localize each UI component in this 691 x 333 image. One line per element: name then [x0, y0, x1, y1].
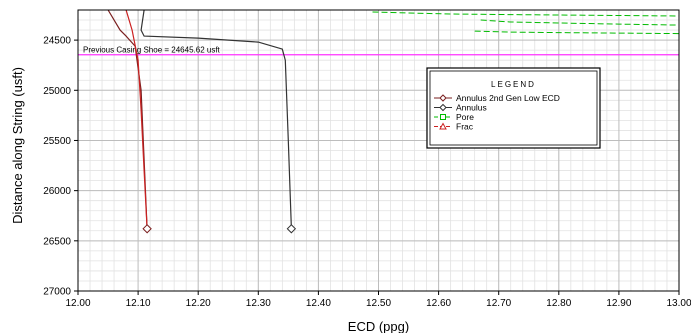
- x-tick-label: 12.70: [486, 298, 511, 309]
- x-tick-label: 12.00: [65, 298, 90, 309]
- series-line-pore: [474, 30, 680, 35]
- y-tick-label: 26500: [43, 236, 71, 247]
- series-line-pore: [480, 19, 680, 26]
- x-tick-label: 12.40: [306, 298, 331, 309]
- series-line-pore: [372, 11, 680, 17]
- legend-entry-label: Frac: [456, 122, 474, 132]
- x-tick-label: 13.00: [666, 298, 691, 309]
- legend-title: LEGEND: [491, 80, 536, 89]
- series-line-annulus: [140, 9, 292, 229]
- end-marker-annulus-2nd-gen-low-ecd: [142, 224, 152, 234]
- legend-marker-diamond: [439, 103, 447, 112]
- legend-entry-label: Pore: [456, 112, 474, 122]
- y-tick-label: 25000: [43, 86, 71, 97]
- casing-shoe-label: Previous Casing Shoe = 24645.62 usft: [83, 46, 221, 55]
- y-tick-label: 27000: [43, 287, 71, 298]
- x-tick-label: 12.60: [426, 298, 451, 309]
- legend-entry-label: Annulus 2nd Gen Low ECD: [456, 93, 560, 103]
- legend-marker-diamond: [439, 94, 447, 102]
- y-axis-title: Distance along String (usft): [10, 67, 25, 224]
- series-layer: [107, 9, 680, 234]
- series-line-annulus-2nd-gen-low-ecd: [107, 9, 148, 229]
- x-tick-label: 12.50: [366, 298, 391, 309]
- x-tick-label: 12.80: [546, 298, 571, 309]
- legend-box: [426, 67, 601, 149]
- x-tick-label: 12.90: [606, 298, 631, 309]
- legend-entry-label: Annulus: [456, 103, 487, 113]
- legend-marker-triangle: [439, 122, 447, 130]
- x-axis-title: ECD (ppg): [348, 319, 409, 333]
- legend-inner-border: [429, 70, 598, 146]
- x-tick-label: 12.10: [126, 298, 151, 309]
- x-tick-label: 12.20: [186, 298, 211, 309]
- legend-marker-square: [440, 114, 446, 120]
- x-tick-label: 12.30: [246, 298, 271, 309]
- y-tick-label: 24500: [43, 36, 71, 47]
- y-tick-label: 26000: [43, 186, 71, 197]
- end-marker-annulus: [286, 224, 297, 234]
- legend: LEGEND Annulus 2nd Gen Low ECDAnnulusPore…: [426, 67, 601, 149]
- series-line-frac: [125, 9, 148, 229]
- axes: 12.00 12.10 12.20 12.30 12.40 12.50 12.60 12.70…: [10, 9, 691, 333]
- y-tick-label: 25500: [43, 136, 71, 147]
- casing-shoe-annotation: Previous Casing Shoe = 24645.62 usft: [78, 46, 679, 56]
